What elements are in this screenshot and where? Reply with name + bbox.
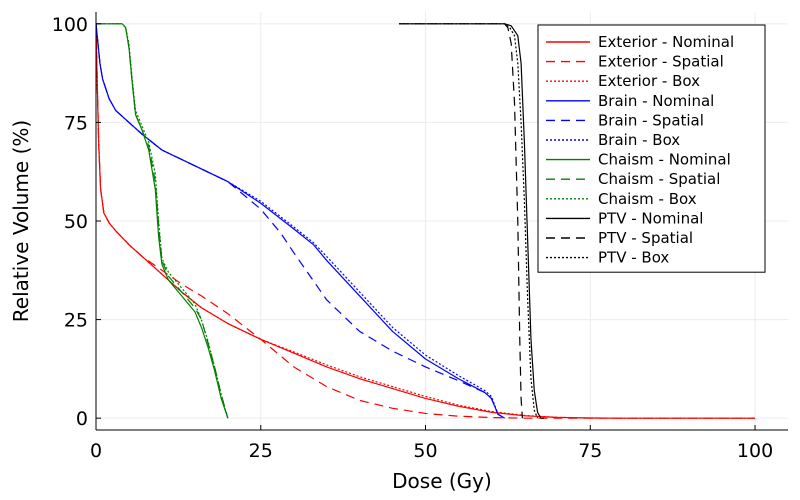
legend-label-3: Brain - Nominal — [598, 92, 714, 110]
legend-label-0: Exterior - Nominal — [598, 33, 734, 51]
legend-label-1: Exterior - Spatial — [598, 53, 724, 71]
legend-label-8: Chaism - Box — [598, 190, 697, 208]
series-line-8 — [96, 23, 229, 419]
legend-label-9: PTV - Nominal — [598, 209, 703, 227]
series-layer — [96, 23, 756, 419]
y-axis-label: Relative Volume (%) — [9, 120, 33, 322]
series-line-9 — [399, 23, 545, 419]
x-tick-label: 25 — [249, 440, 273, 462]
series-line-4 — [96, 23, 505, 419]
y-tick-label: 50 — [64, 211, 88, 233]
legend-box — [537, 24, 766, 273]
legend-label-4: Brain - Spatial — [598, 111, 704, 129]
legend: Exterior - Nominal Exterior - SpatialExte… — [537, 24, 766, 273]
x-axis-label: Dose (Gy) — [392, 469, 492, 493]
x-tick-label: 100 — [737, 440, 773, 462]
series-line-0 — [96, 23, 756, 419]
axes — [95, 12, 788, 431]
legend-label-7: Chaism - Spatial — [598, 170, 720, 188]
series-line-11 — [399, 23, 539, 419]
legend-label-5: Brain - Box — [598, 131, 680, 149]
y-tick-label: 75 — [64, 112, 88, 134]
y-tick-label: 0 — [76, 408, 88, 430]
legend-label-11: PTV - Box — [598, 249, 669, 267]
series-line-5 — [96, 23, 505, 419]
y-tick-label: 25 — [64, 310, 88, 332]
x-tick-label: 0 — [90, 440, 102, 462]
series-line-10 — [399, 23, 523, 419]
legend-label-2: Exterior - Box — [598, 72, 700, 90]
legend-label-6: Chaism - Nominal — [598, 151, 731, 169]
x-tick-label: 50 — [413, 440, 437, 462]
y-tick-label: 100 — [52, 14, 88, 36]
x-tick-label: 75 — [578, 440, 602, 462]
legend-label-10: PTV - Spatial — [598, 229, 693, 247]
tick-labels: 0 25 50 75 100 0 25 50 75 100 — [52, 14, 773, 462]
